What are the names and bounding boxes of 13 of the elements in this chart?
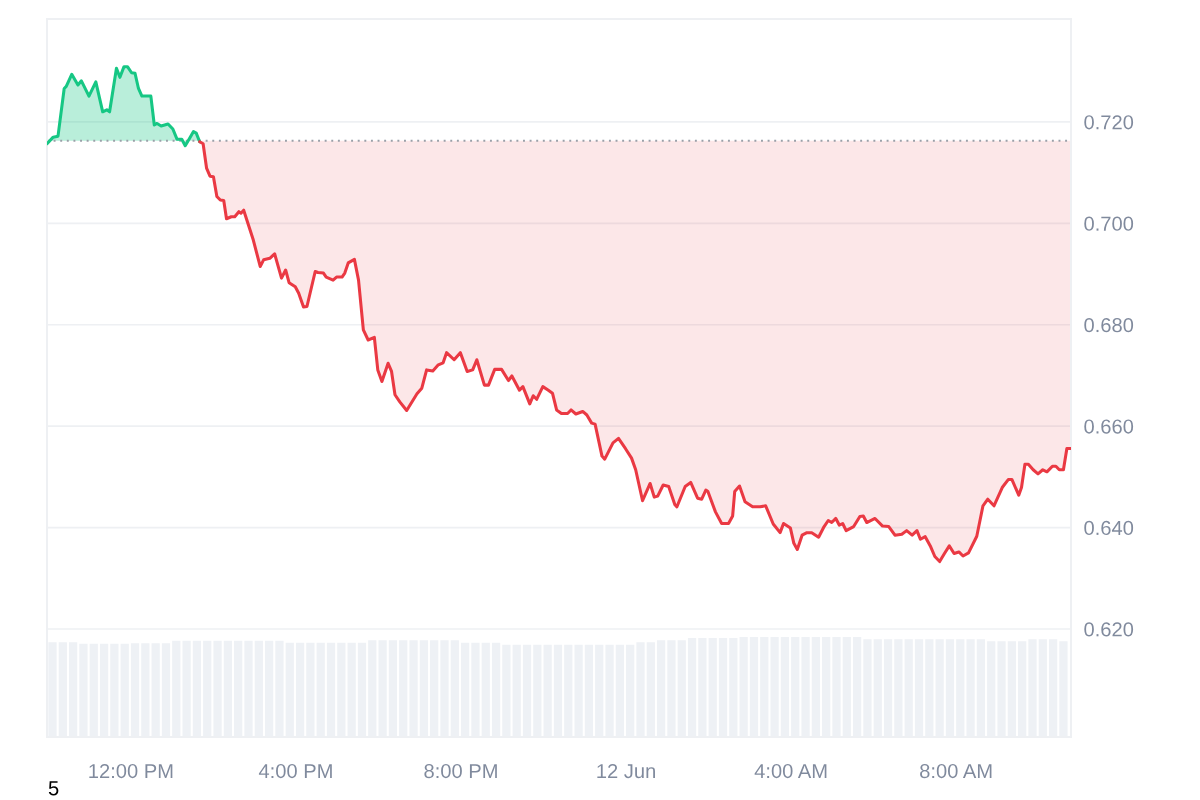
y-tick-label: 0.640 bbox=[1084, 520, 1134, 536]
x-tick-label: 8:00 PM bbox=[424, 763, 497, 779]
y-tick-label: 0.700 bbox=[1084, 216, 1134, 231]
x-tick-label: 8:00 AM bbox=[920, 763, 992, 779]
y-tick-label: 0.720 bbox=[1084, 115, 1134, 130]
text: 5 bbox=[48, 781, 59, 796]
x-tick-label: 12:00 PM bbox=[89, 763, 173, 779]
y-tick-label: 0.660 bbox=[1084, 419, 1134, 434]
x-tick-label: 12 Jun bbox=[597, 763, 655, 779]
y-tick-label: 0.680 bbox=[1084, 317, 1134, 333]
x-tick-label: 4:00 AM bbox=[754, 763, 827, 779]
y-tick-label: 0.620 bbox=[1084, 622, 1134, 637]
x-tick-label: 4:00 PM bbox=[258, 763, 332, 779]
